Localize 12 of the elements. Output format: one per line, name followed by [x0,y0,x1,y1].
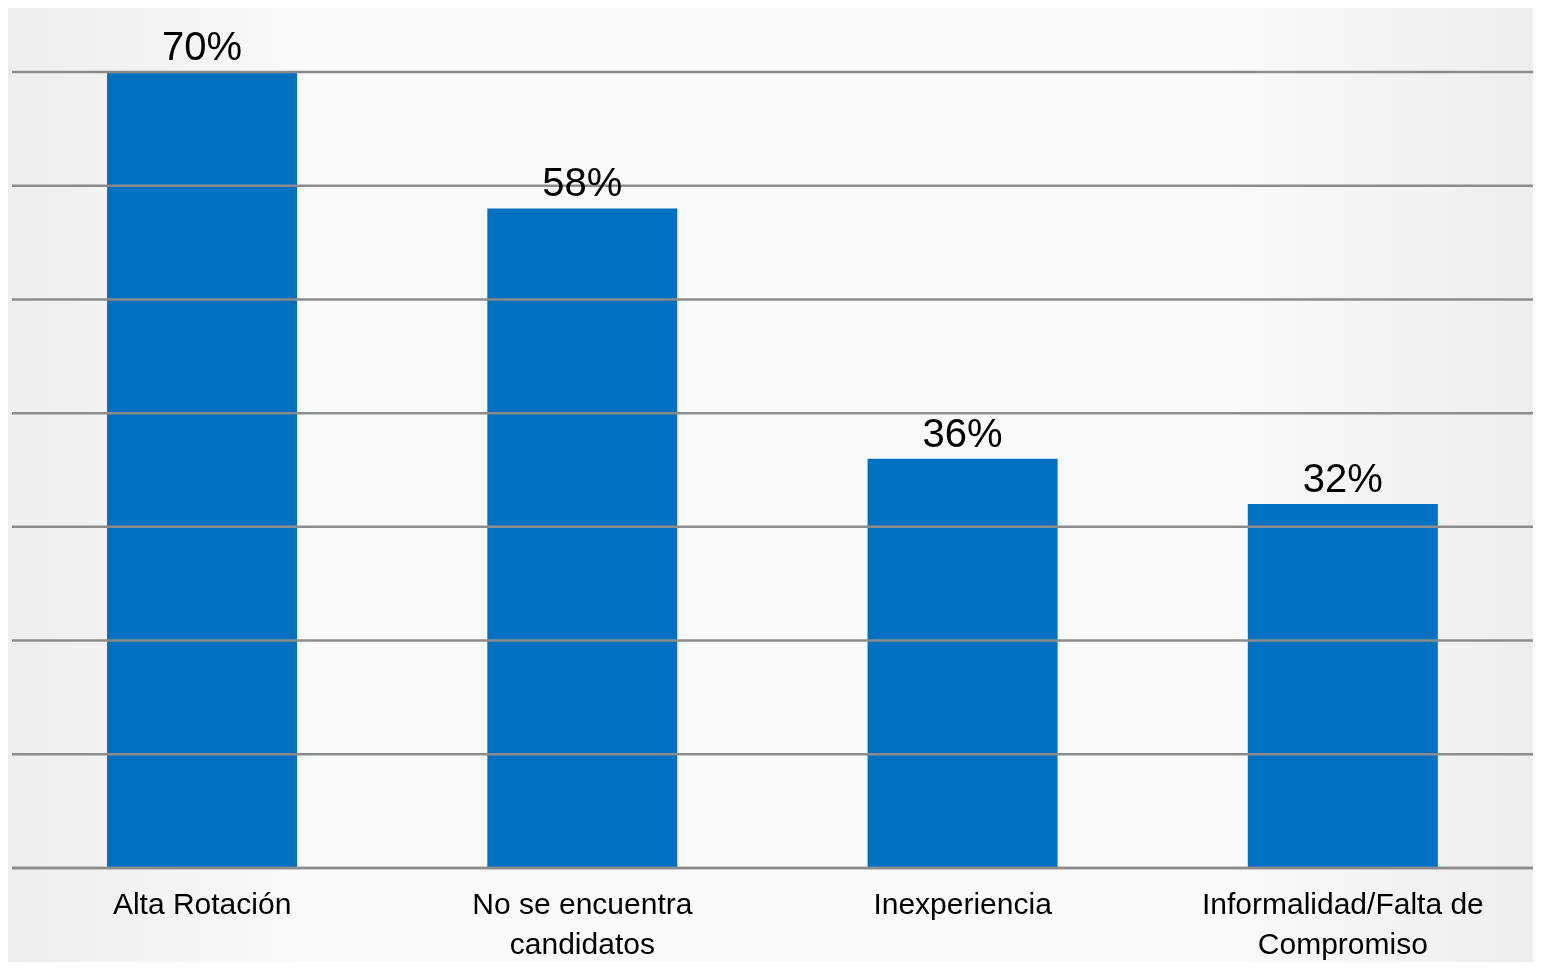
x-tick-label: Informalidad/Falta de Compromiso [1201,887,1484,960]
bar [107,72,298,868]
bar [487,208,678,868]
x-tick-label: No se encuentra candidatos [472,887,693,960]
bar [867,458,1058,868]
data-label: 58% [542,160,623,205]
data-label: 36% [922,410,1003,455]
data-label: 32% [1302,456,1383,501]
x-tick-label: Inexperiencia [873,887,1053,920]
bar [1247,504,1438,868]
x-tick-label: Alta Rotación [112,887,292,920]
data-label: 70% [162,24,243,68]
